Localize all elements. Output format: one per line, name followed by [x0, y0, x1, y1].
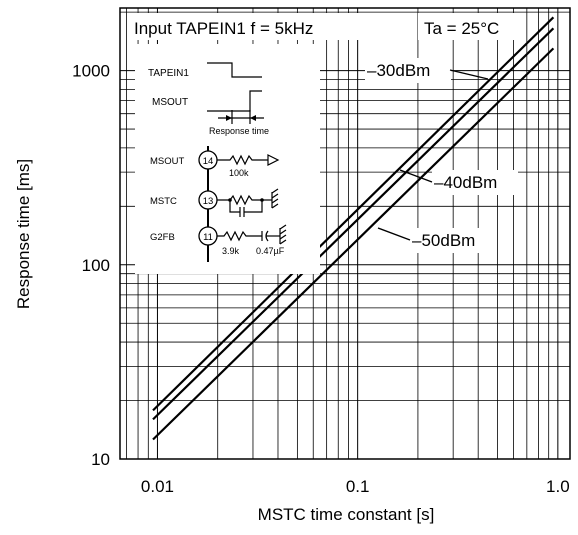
pin-number-14: 14 [203, 156, 214, 167]
y-axis-label: Response time [ms] [14, 159, 33, 309]
pin-name-mstc: MSTC [150, 196, 177, 207]
series-line-minus30dbm [152, 16, 555, 412]
resistor-3k9 [217, 230, 262, 242]
inset-background [135, 44, 320, 274]
x-tick-label: 0.01 [141, 477, 174, 496]
plot-frame [119, 7, 571, 460]
pin-name-msout: MSOUT [150, 156, 185, 167]
series-label-minus50dbm: –50dBm [412, 231, 475, 250]
arrow-head-right [250, 115, 256, 121]
pin-number-13: 13 [203, 196, 214, 207]
condition-background [418, 13, 520, 40]
x-tick-label: 1.0 [546, 477, 570, 496]
pin-number-11: 11 [203, 232, 213, 243]
component-3k9: 3.9k [222, 246, 240, 256]
ground-icon-mstc [271, 188, 279, 209]
series-leader-40 [399, 169, 433, 183]
pin-name-g2fb: G2FB [150, 232, 175, 243]
chart-title: Input TAPEIN1 f = 5kHz [134, 19, 313, 38]
series-label-bg-30 [365, 58, 451, 83]
msout-waveform [207, 90, 262, 112]
series-leader-50 [377, 227, 411, 241]
inset-signal-tapein1: TAPEIN1 [148, 68, 189, 79]
series-label-minus40dbm: –40dBm [434, 173, 497, 192]
y-tick-label: 1000 [72, 62, 110, 81]
x-axis-label: MSTC time constant [s] [258, 505, 435, 524]
inset-schematic: TAPEIN1 MSOUT Response time MSOUT 14 100… [135, 44, 320, 274]
series-layer [152, 16, 555, 441]
arrow-head-left [226, 115, 232, 121]
series-line-minus50dbm [152, 47, 555, 441]
y-tick-label: 10 [91, 450, 110, 469]
ground-icon-g2fb [279, 224, 287, 245]
buffer-icon [267, 154, 280, 166]
tapein1-waveform [207, 62, 262, 78]
series-line-minus40dbm [152, 27, 555, 421]
x-tick-label: 0.1 [346, 477, 370, 496]
series-label-bg-50 [410, 228, 496, 253]
temperature-condition: Ta = 25°C [424, 19, 499, 38]
title-background [130, 13, 378, 40]
series-label-bg-40 [432, 170, 518, 195]
inset-signal-msout: MSOUT [152, 97, 188, 108]
cap-lead-left [229, 200, 240, 213]
cap-lead-right [244, 200, 263, 213]
series-leader-30 [449, 69, 489, 80]
y-tick-label: 100 [82, 256, 110, 275]
inset-timing-label: Response time [209, 126, 269, 136]
tick-labels: 0.01 0.1 1.0 10 100 1000 [72, 62, 569, 496]
series-label-minus30dbm: –30dBm [367, 61, 430, 80]
component-100k: 100k [229, 168, 249, 178]
resistor-100k [217, 154, 268, 166]
component-047uf: 0.47µF [256, 246, 285, 256]
